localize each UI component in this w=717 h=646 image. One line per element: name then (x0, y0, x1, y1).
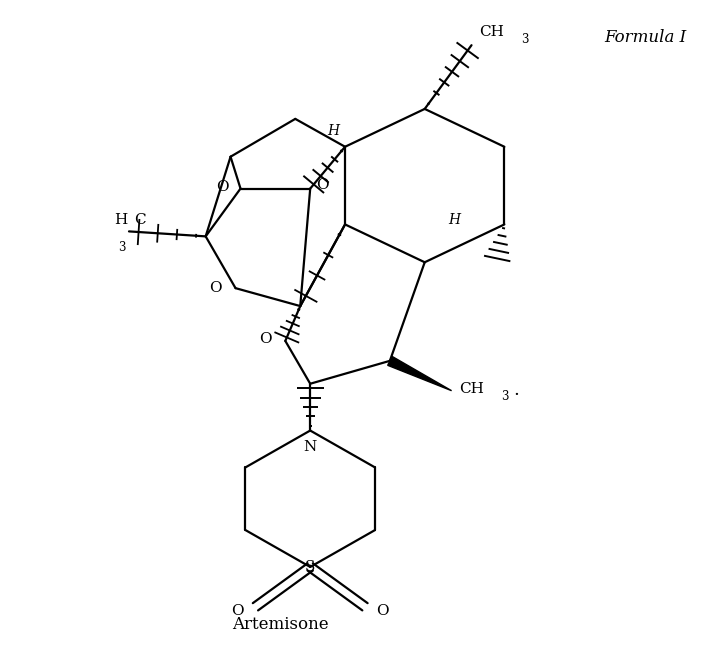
Text: H: H (327, 124, 339, 138)
Text: S: S (305, 560, 315, 574)
Text: O: O (316, 178, 328, 192)
Text: C: C (134, 213, 146, 227)
Text: .: . (513, 380, 519, 399)
Polygon shape (388, 357, 452, 391)
Text: O: O (376, 604, 389, 618)
Text: CH: CH (480, 25, 504, 39)
Text: Artemisone: Artemisone (232, 616, 328, 632)
Text: O: O (231, 604, 244, 618)
Text: O: O (209, 281, 222, 295)
Text: H: H (449, 213, 460, 227)
Text: 3: 3 (521, 33, 529, 47)
Text: 3: 3 (501, 390, 509, 403)
Text: O: O (259, 332, 272, 346)
Text: CH: CH (460, 382, 485, 396)
Text: Formula I: Formula I (604, 28, 686, 46)
Text: H: H (114, 213, 127, 227)
Text: O: O (217, 180, 229, 194)
Text: 3: 3 (118, 242, 126, 255)
Text: N: N (303, 441, 317, 455)
